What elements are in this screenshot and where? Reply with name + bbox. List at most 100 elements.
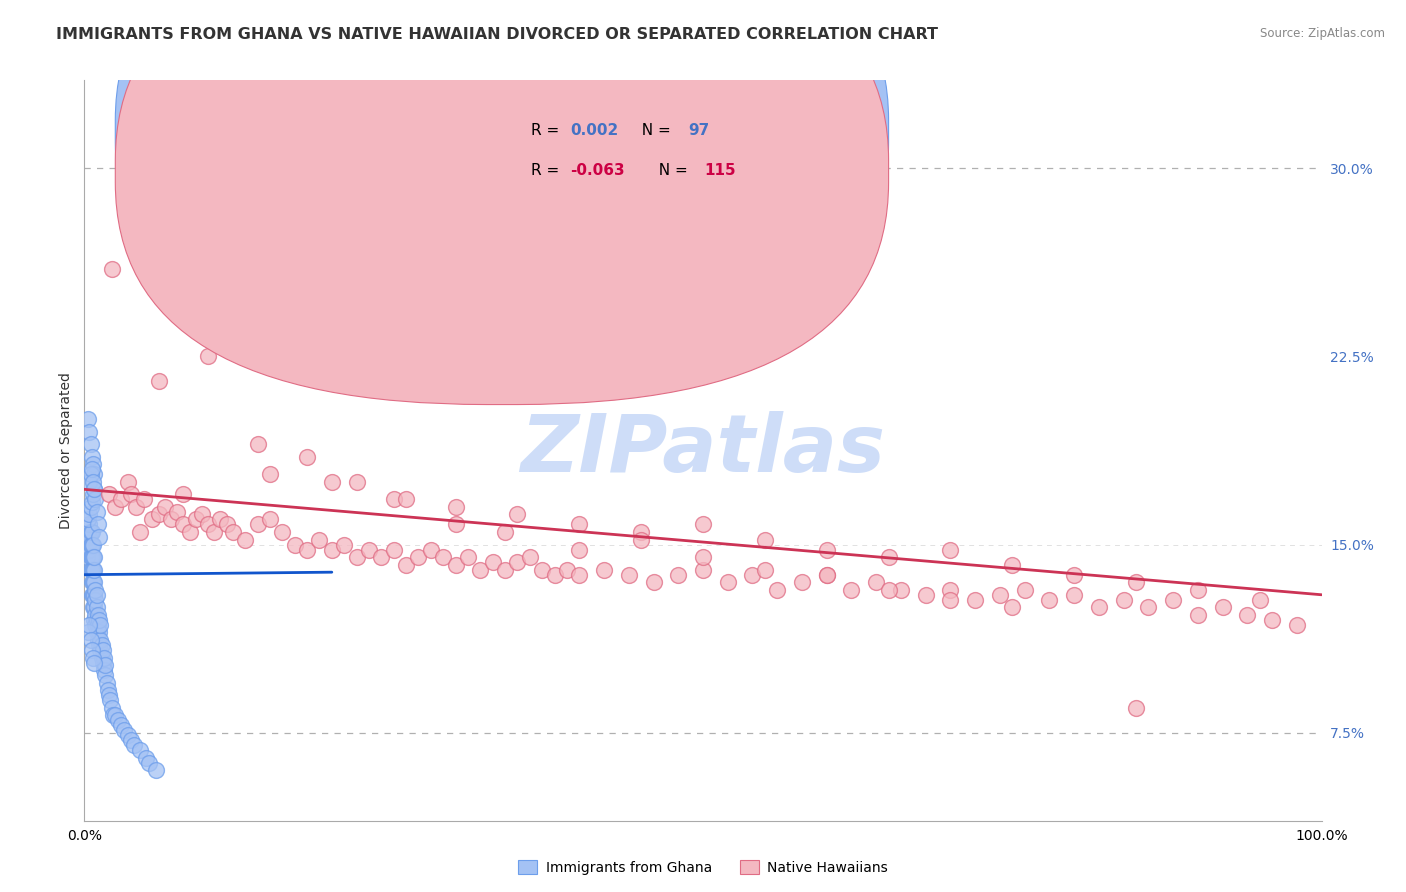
Point bbox=[754, 563, 776, 577]
Point bbox=[419, 542, 441, 557]
Point bbox=[865, 575, 887, 590]
Point bbox=[939, 542, 962, 557]
Point bbox=[1001, 600, 1024, 615]
Point bbox=[79, 437, 101, 451]
Point bbox=[346, 550, 368, 565]
Point bbox=[87, 607, 110, 622]
Point bbox=[76, 550, 98, 565]
Point bbox=[153, 500, 176, 514]
Point bbox=[939, 582, 962, 597]
Point bbox=[1001, 558, 1024, 572]
Point bbox=[120, 487, 142, 501]
Point bbox=[1014, 582, 1036, 597]
Point bbox=[1137, 600, 1160, 615]
Point bbox=[86, 505, 108, 519]
Point bbox=[790, 575, 813, 590]
Point bbox=[444, 558, 467, 572]
Point bbox=[630, 533, 652, 547]
Point bbox=[333, 538, 356, 552]
Point bbox=[346, 475, 368, 489]
Point bbox=[89, 632, 111, 647]
Point bbox=[1112, 592, 1135, 607]
Point bbox=[222, 524, 245, 539]
Point bbox=[120, 733, 142, 747]
Point bbox=[179, 524, 201, 539]
Point bbox=[914, 588, 936, 602]
Point bbox=[754, 533, 776, 547]
Point bbox=[202, 524, 225, 539]
Point bbox=[80, 450, 103, 464]
Point bbox=[815, 567, 838, 582]
Point bbox=[692, 550, 714, 565]
Text: 115: 115 bbox=[704, 163, 735, 178]
Point bbox=[444, 500, 467, 514]
Point bbox=[79, 524, 101, 539]
Point bbox=[125, 500, 148, 514]
Point bbox=[531, 563, 554, 577]
Point bbox=[91, 656, 114, 670]
Point bbox=[90, 638, 112, 652]
Point bbox=[83, 588, 105, 602]
Point bbox=[82, 457, 104, 471]
Point bbox=[160, 512, 183, 526]
Point bbox=[444, 517, 467, 532]
Point bbox=[246, 517, 269, 532]
Point bbox=[138, 756, 160, 770]
Point bbox=[84, 582, 107, 597]
Point bbox=[83, 575, 105, 590]
Point bbox=[494, 563, 516, 577]
Point bbox=[89, 643, 111, 657]
Point bbox=[877, 550, 900, 565]
Point bbox=[692, 517, 714, 532]
Point bbox=[79, 542, 101, 557]
Text: -0.063: -0.063 bbox=[571, 163, 626, 178]
Point bbox=[145, 764, 167, 778]
Point bbox=[77, 512, 100, 526]
Point bbox=[110, 718, 132, 732]
Point bbox=[98, 693, 121, 707]
Point bbox=[284, 538, 307, 552]
Point bbox=[1236, 607, 1258, 622]
Point bbox=[89, 638, 111, 652]
Text: N =: N = bbox=[633, 123, 676, 138]
FancyBboxPatch shape bbox=[115, 0, 889, 365]
Point bbox=[82, 487, 104, 501]
Point bbox=[815, 542, 838, 557]
Point bbox=[80, 524, 103, 539]
Point bbox=[148, 508, 170, 522]
Point bbox=[98, 487, 121, 501]
Point bbox=[79, 425, 101, 439]
Point bbox=[79, 508, 101, 522]
Point bbox=[82, 550, 104, 565]
Point bbox=[86, 613, 108, 627]
Point bbox=[308, 533, 330, 547]
Point bbox=[101, 708, 124, 723]
Point bbox=[132, 492, 155, 507]
Point bbox=[89, 618, 111, 632]
Point bbox=[321, 542, 343, 557]
Point bbox=[87, 517, 110, 532]
Point bbox=[79, 632, 101, 647]
Point bbox=[184, 512, 207, 526]
Point bbox=[82, 650, 104, 665]
Point bbox=[1063, 567, 1085, 582]
Point bbox=[80, 588, 103, 602]
Y-axis label: Divorced or Separated: Divorced or Separated bbox=[59, 372, 73, 529]
Point bbox=[135, 751, 157, 765]
Point bbox=[79, 563, 101, 577]
Point bbox=[568, 542, 591, 557]
Point bbox=[84, 592, 107, 607]
Point bbox=[890, 582, 912, 597]
Point bbox=[666, 567, 689, 582]
Point bbox=[83, 483, 105, 497]
Point bbox=[519, 550, 541, 565]
Point bbox=[110, 492, 132, 507]
Point bbox=[84, 492, 107, 507]
Point bbox=[89, 613, 111, 627]
Point bbox=[494, 524, 516, 539]
Point bbox=[815, 567, 838, 582]
FancyBboxPatch shape bbox=[115, 0, 889, 405]
Point bbox=[80, 495, 103, 509]
Point bbox=[1161, 592, 1184, 607]
Point bbox=[246, 437, 269, 451]
